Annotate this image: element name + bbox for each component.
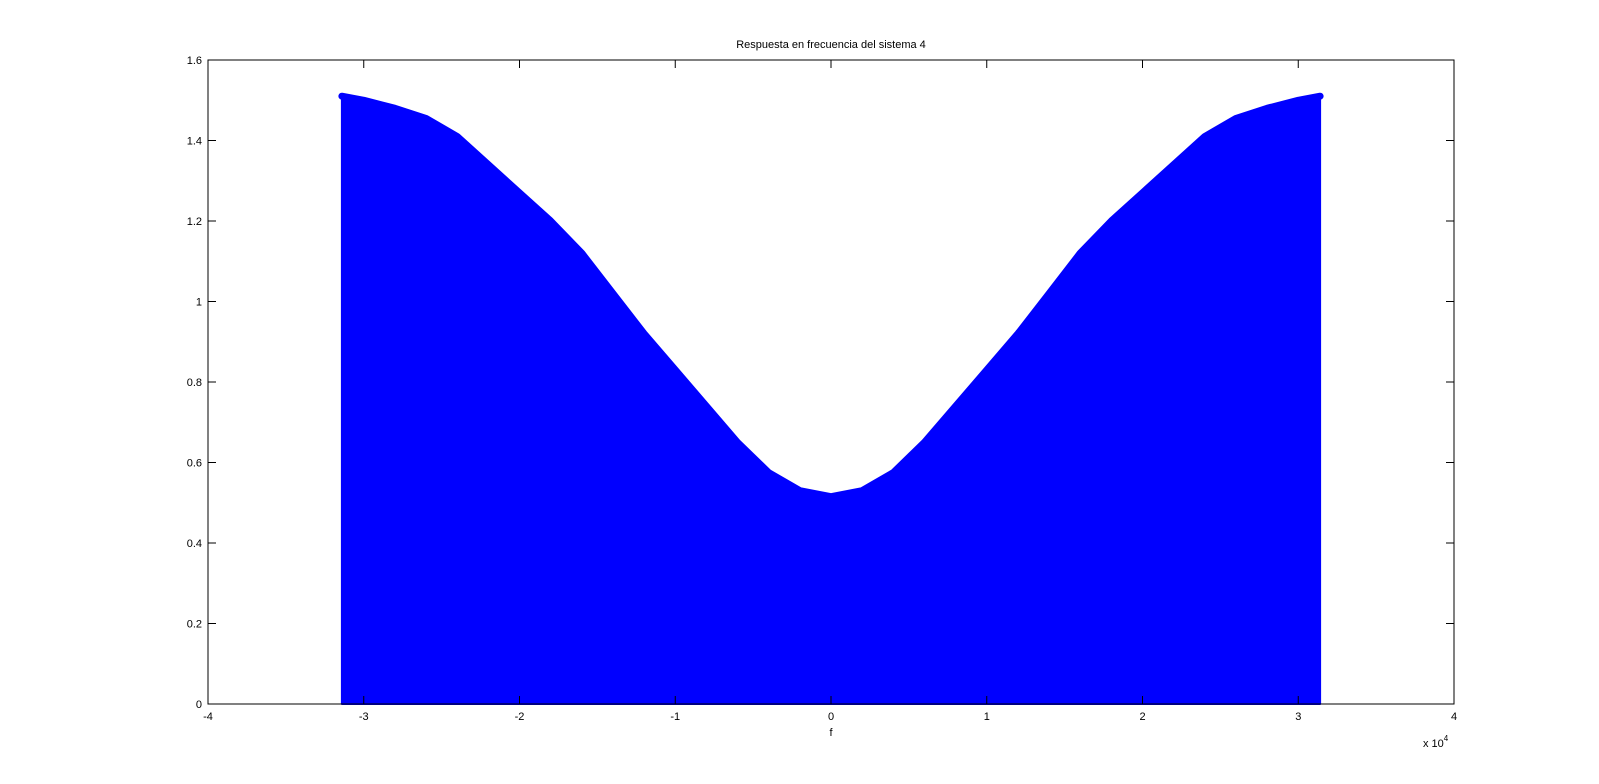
x-tick-label: -1	[670, 711, 680, 723]
y-tick-label: 0.6	[187, 458, 202, 470]
y-tick-label: 1.4	[187, 136, 202, 148]
x-tick-label: 3	[1295, 711, 1301, 723]
tick-layer: -4 -3 -2 -1 0 1 2 3 4 0 0.2 0.4 0.6 0.8 1 1.2 1.4 1.6	[187, 55, 1457, 723]
chart-title: Respuesta en frecuencia del sistema 4	[736, 39, 926, 51]
x-multiplier: x 104	[1423, 734, 1449, 750]
x-tick-label: 1	[984, 711, 990, 723]
x-tick-label: 4	[1451, 711, 1457, 723]
x-multiplier-base: x 10	[1423, 738, 1444, 750]
series-line-0	[338, 92, 1324, 501]
y-tick-label: 1.6	[187, 55, 202, 67]
x-tick-label: -4	[203, 711, 213, 723]
x-multiplier-exponent: 4	[1444, 734, 1449, 743]
y-tick-label: 0.8	[187, 377, 202, 389]
y-tick-label: 0	[196, 699, 202, 711]
y-tick-label: 1	[196, 297, 202, 309]
y-tick-label: 1.2	[187, 216, 202, 228]
series-layer	[338, 92, 1324, 705]
y-tick-label: 0.2	[187, 619, 202, 631]
x-axis-label: f	[829, 727, 833, 739]
x-tick-label: 0	[828, 711, 834, 723]
x-tick-label: 2	[1139, 711, 1145, 723]
x-tick-label: -3	[359, 711, 369, 723]
x-tick-label: -2	[515, 711, 525, 723]
y-tick-label: 0.4	[187, 538, 202, 550]
